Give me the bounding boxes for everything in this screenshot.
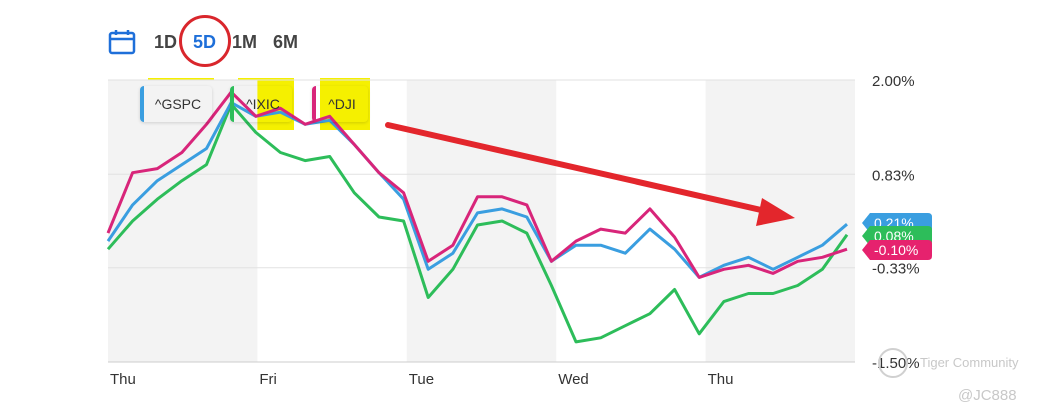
legend-chip-gspc[interactable]: ^GSPC [140, 78, 214, 130]
range-button-6m[interactable]: 6M [265, 32, 306, 53]
y-tick-label: 2.00% [872, 73, 915, 90]
legend-label-gspc: ^GSPC [154, 96, 202, 112]
x-tick-label: Thu [110, 371, 136, 388]
legend-label-ixic: ^IXIC [246, 96, 280, 112]
value-badge-text: -0.10% [874, 242, 918, 258]
range-button-5d-label: 5D [193, 31, 217, 52]
watermark-text: Tiger Community [920, 355, 1019, 370]
red-arrow-annotation [385, 122, 773, 215]
calendar-icon[interactable] [108, 28, 136, 56]
legend-chip-ixic[interactable]: ^IXIC [230, 78, 294, 130]
value-badge [862, 240, 932, 260]
legend-chip-dji[interactable]: ^DJI [312, 78, 370, 130]
y-tick-label: -1.50% [872, 355, 920, 372]
watermark-logo-icon [878, 348, 908, 378]
watermark-handle: @JC888 [958, 387, 1017, 404]
x-tick-label: Tue [409, 371, 434, 388]
red-arrowhead [756, 198, 795, 226]
x-tick-label: Wed [558, 371, 589, 388]
range-button-1m[interactable]: 1M [224, 32, 265, 53]
x-tick-label: Thu [708, 371, 734, 388]
y-tick-label: 0.83% [872, 167, 915, 184]
y-tick-label: -0.33% [872, 261, 920, 278]
legend-label-dji: ^DJI [328, 96, 356, 112]
day-band [406, 80, 557, 362]
range-button-1d[interactable]: 1D [146, 32, 185, 53]
day-band [108, 80, 258, 362]
x-tick-label: Fri [259, 371, 277, 388]
